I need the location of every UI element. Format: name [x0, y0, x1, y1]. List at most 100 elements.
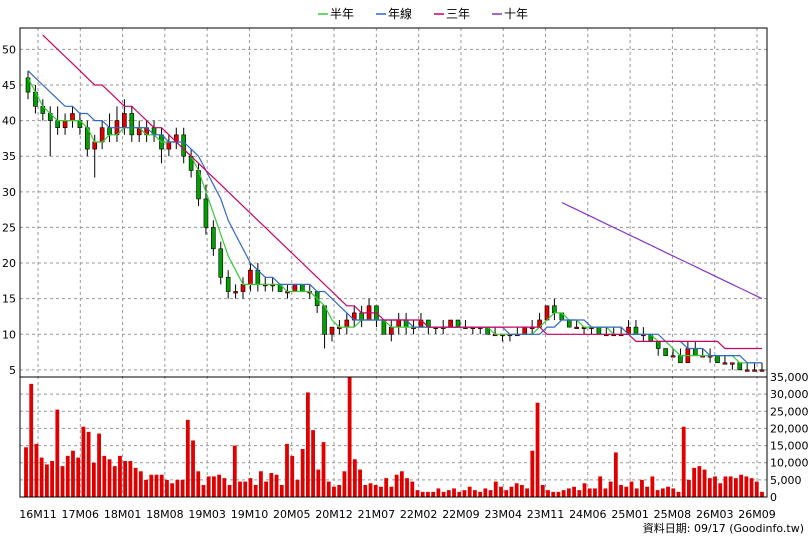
volume-bar-15 [102, 455, 107, 497]
volume-bar-109 [593, 488, 597, 497]
volume-bar-139 [749, 478, 754, 497]
candle-body-19 [166, 141, 172, 150]
price-tick-label-35: 35 [2, 150, 16, 163]
price-tick-label-40: 40 [2, 115, 16, 128]
volume-bar-76 [420, 491, 425, 497]
volume-panel: 0 5,000 10,000 15,000 20,000 25,000 30,000 35,0… [19, 371, 808, 504]
volume-bar-40 [232, 445, 237, 497]
volume-bar-112 [608, 481, 613, 497]
volume-bar-22 [138, 471, 143, 497]
volume-bar-13 [91, 462, 96, 497]
volume-bar-118 [640, 479, 644, 497]
x-tick-label-13: 24M06 [569, 508, 607, 521]
volume-bar-20 [128, 461, 133, 497]
volume-bar-58 [326, 481, 331, 497]
volume-bar-63 [352, 459, 357, 497]
x-tick-label-8: 21M07 [358, 508, 396, 521]
volume-bar-38 [222, 478, 227, 497]
x-tick-label-17: 26M09 [738, 508, 776, 521]
volume-bar-75 [415, 490, 420, 497]
ma-line-2 [42, 34, 762, 350]
candle-body-5 [62, 120, 68, 129]
volume-bar-88 [483, 488, 488, 497]
volume-bar-141 [760, 491, 764, 497]
candle-body-27 [225, 276, 231, 292]
volume-bar-70 [389, 486, 394, 497]
candle-body-86 [663, 348, 668, 356]
volume-bar-136 [734, 478, 738, 497]
volume-bar-34 [201, 485, 206, 497]
volume-bar-127 [687, 479, 691, 497]
x-tick-label-16: 26M03 [696, 508, 734, 521]
volume-bar-61 [342, 471, 347, 497]
volume-bar-129 [697, 466, 702, 497]
volume-bar-103 [561, 490, 566, 497]
volume-bar-128 [692, 467, 697, 497]
candle-body-88 [678, 355, 683, 364]
x-tick-label-2: 18M01 [104, 508, 142, 521]
volume-tick-label-0: 0 [770, 491, 777, 504]
volume-tick-label-4: 20,000 [770, 422, 808, 435]
volume-bar-81 [446, 490, 451, 497]
volume-bar-10 [76, 457, 81, 497]
volume-bar-116 [629, 481, 634, 497]
volume-tick-label-7: 35,000 [770, 371, 808, 384]
candle-body-25 [211, 227, 216, 250]
candle-body-85 [655, 341, 661, 349]
candle-body-90 [692, 348, 698, 356]
volume-bar-113 [613, 452, 618, 497]
x-tick-label-14: 25M01 [611, 508, 649, 521]
volume-bar-55 [311, 430, 315, 497]
candle-body-30 [248, 269, 253, 285]
volume-bar-14 [97, 433, 101, 497]
volume-bar-100 [546, 490, 550, 497]
volume-bar-18 [118, 455, 122, 497]
volume-bar-54 [305, 392, 310, 497]
volume-bar-28 [170, 483, 175, 497]
volume-bar-138 [744, 476, 749, 497]
candle-body-96 [737, 362, 743, 371]
volume-bar-12 [86, 431, 91, 497]
ma-line-3 [561, 201, 763, 300]
volume-bar-69 [384, 478, 389, 497]
candle-body-13 [122, 113, 127, 129]
volume-bar-5 [50, 461, 54, 497]
volume-bar-7 [60, 466, 65, 497]
volume-bar-91 [499, 486, 503, 497]
volume-bar-74 [410, 481, 415, 497]
volume-bar-71 [394, 474, 399, 497]
volume-bar-51 [290, 455, 295, 497]
volume-bar-48 [274, 474, 279, 497]
candle-body-93 [715, 355, 720, 364]
candle-body-45 [359, 312, 364, 321]
candle-body-24 [203, 198, 209, 228]
volume-bar-42 [243, 481, 248, 497]
volume-bar-49 [279, 485, 284, 497]
candle-body-98 [752, 369, 757, 372]
volume-bar-64 [358, 469, 362, 497]
volume-bar-108 [587, 488, 592, 497]
price-tick-label-25: 25 [2, 221, 16, 234]
x-tick-label-0: 16M11 [19, 508, 57, 521]
candle-body-57 [448, 319, 453, 328]
volume-bar-31 [185, 419, 190, 497]
candle-body-6 [70, 113, 75, 121]
volume-bar-125 [676, 491, 681, 497]
candle-body-29 [240, 284, 246, 292]
x-tick-label-7: 20M12 [315, 508, 353, 521]
candle-body-67 [522, 326, 528, 335]
volume-bar-126 [681, 426, 686, 497]
candle-body-48 [381, 319, 387, 335]
volume-bar-96 [525, 488, 530, 497]
candle-body-37 [300, 284, 305, 292]
volume-bar-65 [363, 485, 368, 497]
volume-bar-67 [373, 485, 378, 497]
volume-bar-17 [112, 466, 117, 497]
volume-bar-133 [718, 483, 723, 497]
volume-bar-41 [238, 481, 242, 497]
data-date-footer: 資料日期: 09/17 (Goodinfo.tw) [643, 521, 804, 535]
x-tick-label-1: 17M06 [62, 508, 100, 521]
candle-body-94 [722, 362, 728, 365]
volume-bar-62 [347, 377, 352, 497]
volume-bar-111 [603, 488, 608, 497]
